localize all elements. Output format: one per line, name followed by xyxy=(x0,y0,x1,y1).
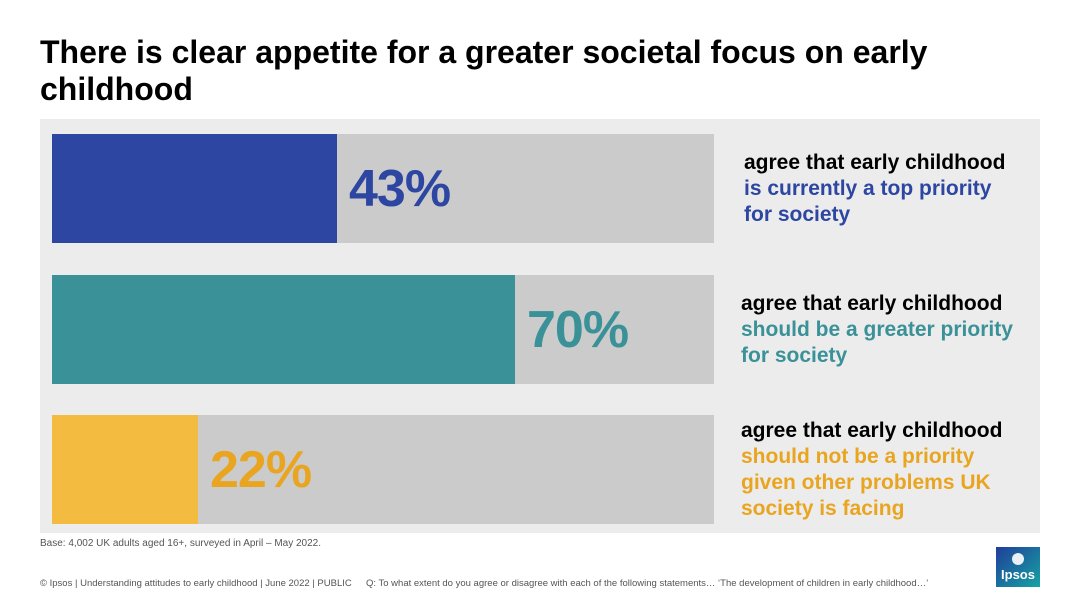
bar-description-highlight-3: should not be a priority given other pro… xyxy=(741,444,991,520)
bar-description-2: agree that early childhood should be a g… xyxy=(741,291,1021,369)
bar-value-label-1: 43% xyxy=(349,159,451,218)
bar-row-3: 22% agree that early childhood should no… xyxy=(52,415,1040,524)
bar-fill-2 xyxy=(52,275,515,384)
base-note: Base: 4,002 UK adults aged 16+, surveyed… xyxy=(40,538,322,549)
bar-row-2: 70% agree that early childhood should be… xyxy=(52,275,1040,384)
ipsos-logo-icon xyxy=(996,547,1040,587)
bar-row-1: 43% agree that early childhood is curren… xyxy=(52,134,1040,243)
bar-description-lead-3: agree that early childhood xyxy=(741,418,1003,442)
bar-description-highlight-2: should be a greater priority for society xyxy=(741,317,1013,367)
footer-question: Q: To what extent do you agree or disagr… xyxy=(366,578,929,589)
page-title: There is clear appetite for a greater so… xyxy=(40,34,928,107)
bar-description-3: agree that early childhood should not be… xyxy=(741,418,1021,522)
bar-fill-1 xyxy=(52,134,337,243)
bar-fill-3 xyxy=(52,415,198,524)
bar-description-lead-2: agree that early childhood xyxy=(741,291,1003,315)
bar-description-lead-1: agree that early childhood xyxy=(744,150,1006,174)
bar-value-label-2: 70% xyxy=(527,300,629,359)
bar-track-3 xyxy=(52,415,714,524)
footer-copyright: © Ipsos | Understanding attitudes to ear… xyxy=(40,578,352,589)
bar-track-1 xyxy=(52,134,714,243)
bar-description-1: agree that early childhood is currently … xyxy=(744,150,1024,228)
chart-panel: 43% agree that early childhood is curren… xyxy=(40,119,1040,533)
bar-description-highlight-1: is currently a top priority for society xyxy=(744,176,992,226)
bar-track-2 xyxy=(52,275,714,384)
ipsos-logo: Ipsos xyxy=(996,547,1040,587)
bar-value-label-3: 22% xyxy=(210,440,312,499)
ipsos-logo-text: Ipsos xyxy=(1001,567,1035,582)
